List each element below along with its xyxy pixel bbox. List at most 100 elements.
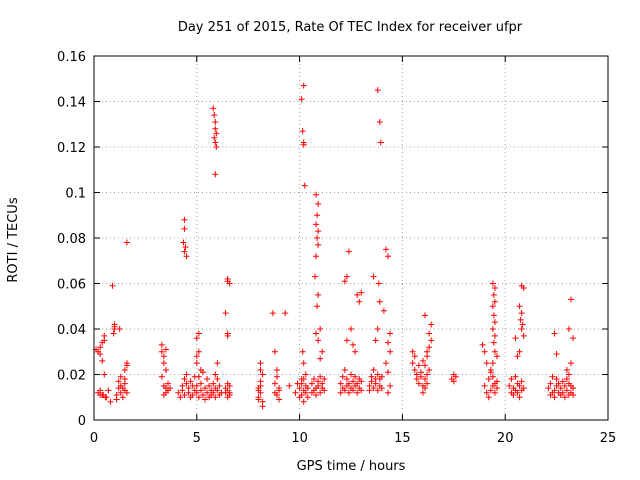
data-point: [516, 348, 523, 355]
data-point: [185, 385, 192, 392]
data-point: [119, 394, 126, 401]
data-point: [417, 369, 424, 376]
data-point: [116, 326, 123, 332]
data-point: [206, 382, 213, 389]
data-point: [376, 298, 383, 305]
data-point: [450, 378, 457, 385]
data-point: [212, 139, 219, 146]
data-point: [300, 398, 307, 405]
y-tick-label: 0.1: [65, 187, 86, 202]
data-point: [555, 380, 562, 387]
data-point: [385, 389, 392, 396]
data-point: [518, 378, 525, 385]
data-point: [102, 394, 109, 401]
data-point: [271, 380, 278, 387]
data-point: [181, 391, 188, 398]
data-point: [195, 394, 202, 401]
data-point: [257, 360, 264, 367]
data-point: [214, 360, 221, 367]
data-point: [481, 348, 488, 355]
data-point: [110, 330, 117, 337]
data-point: [308, 380, 315, 387]
data-point: [313, 253, 320, 260]
data-point: [292, 389, 299, 396]
data-point: [493, 353, 500, 360]
data-point: [375, 280, 382, 287]
data-point: [426, 344, 433, 351]
data-point: [489, 280, 496, 287]
data-point: [490, 312, 497, 319]
data-point: [491, 298, 498, 305]
data-point: [506, 382, 513, 389]
data-point: [193, 353, 200, 360]
data-point: [314, 212, 321, 219]
x-tick-label: 20: [497, 431, 514, 446]
data-point: [376, 118, 383, 125]
data-point: [374, 326, 381, 332]
data-point: [296, 385, 303, 392]
data-point: [121, 366, 128, 373]
data-point: [313, 221, 320, 228]
x-tick-label: 10: [291, 431, 308, 446]
data-point: [255, 396, 262, 403]
data-point: [563, 376, 570, 383]
data-point: [300, 141, 307, 148]
data-point: [345, 380, 352, 387]
data-point: [210, 380, 217, 387]
data-point: [485, 376, 492, 383]
data-point: [317, 373, 324, 380]
data-point: [561, 382, 568, 389]
data-point: [216, 382, 223, 389]
data-point: [387, 348, 394, 355]
data-point: [387, 330, 394, 337]
data-point: [565, 371, 572, 378]
data-point: [197, 387, 204, 394]
data-point: [385, 253, 392, 260]
data-point: [385, 369, 392, 376]
data-point: [341, 366, 348, 373]
data-point: [99, 357, 106, 364]
x-tick-label: 25: [600, 431, 617, 446]
data-point: [314, 235, 321, 241]
data-point: [202, 396, 209, 403]
data-point: [259, 403, 266, 410]
data-point: [222, 310, 229, 317]
data-point: [378, 373, 385, 380]
data-point: [553, 351, 560, 358]
data-point: [422, 362, 429, 369]
data-point: [195, 373, 202, 380]
data-point: [165, 380, 172, 387]
data-point: [302, 389, 309, 396]
x-tick-label: 15: [394, 431, 411, 446]
data-point: [428, 337, 435, 344]
data-point: [313, 191, 320, 198]
data-point: [358, 387, 365, 394]
data-point: [422, 385, 429, 392]
data-point: [517, 316, 524, 323]
data-point: [273, 366, 280, 373]
data-point: [187, 378, 194, 385]
data-point: [370, 366, 377, 373]
data-point: [213, 144, 220, 150]
data-point: [520, 332, 527, 339]
data-point: [516, 394, 523, 401]
data-point: [317, 326, 324, 332]
data-point: [348, 326, 354, 332]
data-point: [180, 239, 187, 246]
data-point: [491, 285, 498, 292]
data-point: [343, 337, 350, 344]
data-point: [271, 348, 278, 355]
y-tick-label: 0.08: [57, 232, 86, 247]
data-point: [224, 330, 231, 337]
data-point: [321, 376, 328, 383]
data-point: [317, 389, 324, 396]
axis-ticks: [93, 55, 609, 421]
data-point: [259, 371, 266, 378]
data-point: [193, 360, 200, 367]
data-point: [99, 391, 106, 398]
data-point: [310, 376, 317, 383]
data-point: [105, 387, 112, 394]
data-point: [181, 225, 188, 232]
data-point: [551, 330, 558, 337]
data-point: [374, 87, 381, 94]
